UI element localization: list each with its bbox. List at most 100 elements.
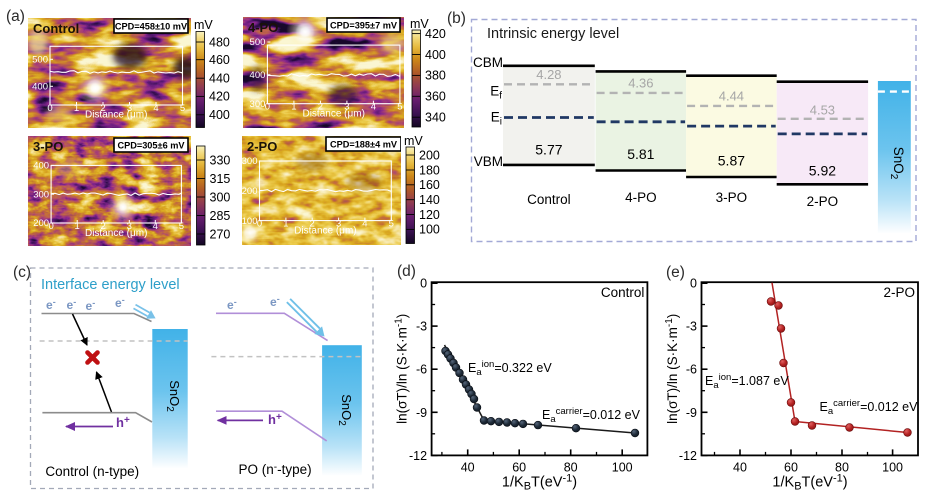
svg-text:180: 180 (419, 163, 440, 177)
svg-text:360: 360 (425, 90, 446, 104)
svg-text:285: 285 (210, 209, 231, 223)
svg-text:5: 5 (180, 103, 185, 114)
svg-text:Distance (μm): Distance (μm) (302, 109, 364, 120)
svg-text:2: 2 (318, 102, 323, 113)
svg-text:60: 60 (784, 461, 798, 475)
svg-text:400: 400 (32, 82, 48, 93)
svg-text:5.87: 5.87 (718, 153, 745, 169)
svg-text:460: 460 (209, 53, 230, 67)
svg-text:4: 4 (153, 103, 158, 114)
svg-text:ln(σT)/ln (S·K·m-1): ln(σT)/ln (S·K·m-1) (394, 314, 410, 424)
svg-text:(e): (e) (666, 264, 685, 281)
svg-text:PO (n--type): PO (n--type) (239, 462, 312, 477)
svg-text:ln(σT)/ln (S·K·m-1): ln(σT)/ln (S·K·m-1) (664, 314, 680, 424)
svg-text:Eaion=1.087 eV: Eaion=1.087 eV (705, 372, 789, 391)
svg-text:0: 0 (690, 277, 697, 291)
svg-text:2: 2 (100, 103, 105, 114)
svg-text:CPD=458±10 mV: CPD=458±10 mV (115, 22, 188, 32)
svg-text:Eacarrier=0.012 eV: Eacarrier=0.012 eV (542, 406, 641, 425)
svg-text:1/KBT(eV-1): 1/KBT(eV-1) (502, 473, 577, 493)
svg-text:SnO2: SnO2 (164, 380, 182, 412)
svg-text:420: 420 (425, 27, 446, 41)
svg-text:0: 0 (265, 102, 270, 113)
svg-text:5: 5 (397, 102, 402, 113)
svg-text:Ei: Ei (491, 110, 502, 128)
svg-text:2: 2 (310, 219, 315, 230)
svg-text:-6: -6 (416, 363, 427, 377)
svg-text:4-PO: 4-PO (625, 190, 657, 205)
svg-text:mV: mV (404, 134, 423, 148)
svg-text:1: 1 (75, 221, 80, 232)
svg-text:100: 100 (882, 461, 903, 475)
svg-text:80: 80 (564, 461, 578, 475)
svg-text:200: 200 (33, 218, 49, 229)
svg-text:-3: -3 (416, 320, 427, 334)
svg-text:CBM: CBM (473, 55, 503, 70)
svg-text:3: 3 (127, 103, 132, 114)
svg-text:(b): (b) (447, 10, 466, 27)
svg-text:480: 480 (209, 35, 230, 49)
svg-text:-9: -9 (686, 406, 697, 420)
svg-text:3-PO: 3-PO (716, 190, 748, 205)
svg-text:e-: e- (227, 297, 237, 312)
svg-text:400: 400 (425, 48, 446, 62)
svg-text:2-PO: 2-PO (883, 285, 915, 300)
svg-text:5: 5 (179, 221, 184, 232)
svg-text:60: 60 (512, 461, 526, 475)
svg-text:3: 3 (127, 221, 132, 232)
svg-text:SnO2: SnO2 (888, 147, 906, 180)
svg-text:340: 340 (425, 111, 446, 125)
svg-text:3-PO: 3-PO (33, 139, 63, 154)
svg-text:420: 420 (209, 90, 230, 104)
svg-text:1: 1 (74, 103, 79, 114)
svg-text:e-: e- (67, 297, 77, 312)
svg-text:mV: mV (194, 18, 213, 32)
svg-text:3: 3 (336, 219, 341, 230)
svg-text:300: 300 (210, 190, 231, 204)
svg-text:100: 100 (419, 223, 440, 237)
svg-text:2-PO: 2-PO (247, 139, 277, 154)
svg-text:200: 200 (242, 186, 258, 197)
svg-text:1/KBT(eV-1): 1/KBT(eV-1) (772, 473, 847, 493)
svg-text:4.28: 4.28 (536, 67, 561, 82)
svg-text:5.92: 5.92 (809, 163, 836, 179)
svg-text:0: 0 (47, 103, 52, 114)
svg-text:80: 80 (835, 461, 849, 475)
svg-text:4: 4 (362, 219, 367, 230)
svg-text:Distance (μm): Distance (μm) (85, 110, 147, 121)
svg-text:400: 400 (209, 108, 230, 122)
svg-text:120: 120 (419, 208, 440, 222)
svg-text:40: 40 (733, 461, 747, 475)
svg-text:5.81: 5.81 (627, 146, 654, 162)
svg-text:Control: Control (527, 192, 571, 207)
svg-text:315: 315 (210, 172, 231, 186)
svg-text:400: 400 (33, 161, 49, 172)
svg-text:4-PO: 4-PO (248, 20, 278, 35)
svg-text:3: 3 (344, 102, 349, 113)
svg-text:Control: Control (33, 21, 79, 36)
svg-text:Distance (μm): Distance (μm) (294, 226, 356, 237)
svg-text:mV: mV (410, 17, 429, 31)
svg-text:(d): (d) (397, 263, 416, 280)
svg-text:4.53: 4.53 (810, 103, 835, 118)
svg-text:-9: -9 (416, 406, 427, 420)
svg-text:-6: -6 (686, 363, 697, 377)
svg-text:200: 200 (419, 148, 440, 162)
svg-text:2: 2 (101, 221, 106, 232)
svg-text:330: 330 (210, 153, 231, 167)
svg-text:300: 300 (250, 99, 266, 110)
svg-text:(c): (c) (13, 264, 31, 281)
svg-text:h+: h+ (116, 415, 130, 430)
svg-text:300: 300 (242, 156, 258, 167)
svg-text:Control: Control (601, 285, 645, 300)
svg-text:(a): (a) (6, 8, 25, 25)
svg-text:h+: h+ (268, 412, 282, 427)
svg-text:Interface energy level: Interface energy level (41, 277, 180, 293)
svg-text:380: 380 (425, 69, 446, 83)
svg-text:0: 0 (420, 277, 427, 291)
svg-text:e-: e- (86, 298, 96, 313)
svg-text:4: 4 (371, 102, 376, 113)
svg-text:Eaion=0.322 eV: Eaion=0.322 eV (468, 359, 552, 378)
svg-text:e-: e- (115, 295, 125, 310)
svg-text:500: 500 (32, 55, 48, 66)
